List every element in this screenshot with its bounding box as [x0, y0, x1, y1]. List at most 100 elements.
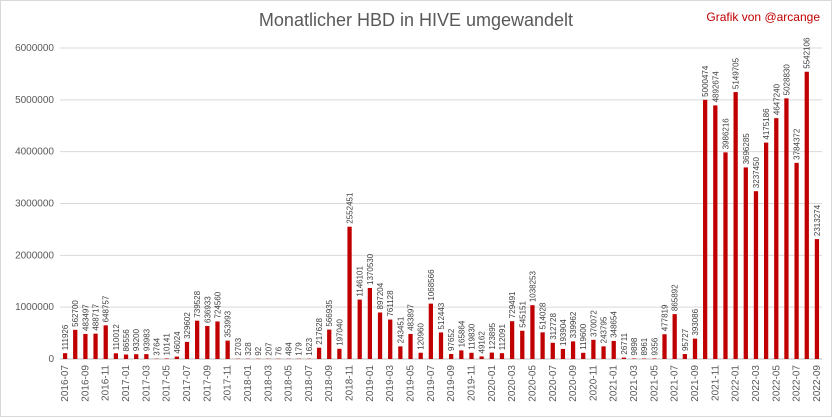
bar: [631, 358, 637, 359]
data-label: 5542106: [803, 37, 812, 69]
bar: [316, 347, 322, 359]
chart-credit: Grafik von @arcange: [706, 10, 820, 24]
bar: [164, 358, 169, 359]
x-tick-label: 2016-07: [60, 365, 71, 402]
bar: [347, 226, 352, 359]
x-tick-label: 2021-01: [609, 365, 620, 402]
bar: [621, 357, 627, 359]
data-label: 1038253: [528, 270, 537, 302]
bar: [327, 329, 332, 359]
data-label: 165864: [457, 320, 466, 347]
data-label: 566935: [325, 299, 334, 326]
bar: [611, 340, 616, 359]
bar: [438, 332, 444, 359]
bar: [489, 352, 494, 359]
x-tick-label: 2021-11: [710, 365, 721, 401]
data-label: 243795: [600, 316, 609, 343]
bar: [123, 354, 129, 359]
data-label: 112091: [498, 324, 507, 351]
bar: [113, 353, 119, 359]
bar: [215, 321, 220, 359]
data-label: 97652: [447, 328, 456, 351]
bar: [763, 142, 769, 359]
bar: [713, 105, 718, 360]
data-label: 348654: [610, 311, 619, 338]
data-label: 197040: [335, 319, 344, 346]
bar: [499, 353, 505, 359]
y-tick-label: 4000000: [15, 147, 54, 158]
bar: [449, 353, 454, 359]
data-label: 5000474: [701, 65, 710, 97]
data-label: 49162: [478, 331, 487, 354]
x-tick-label: 2018-03: [263, 365, 274, 402]
x-tick-label: 2019-09: [446, 365, 457, 402]
data-label: 4892674: [711, 71, 720, 103]
x-tick-label: 2020-01: [487, 365, 498, 402]
data-label: 3784372: [793, 128, 802, 160]
data-label: 488717: [92, 303, 101, 330]
data-label: 353993: [224, 310, 233, 337]
data-label: 648757: [102, 295, 111, 322]
y-tick-label: 1000000: [15, 302, 54, 313]
chart-title: Monatlicher HBD in HIVE umgewandelt: [258, 10, 574, 30]
x-tick-label: 2021-07: [670, 365, 681, 402]
bar: [682, 354, 687, 359]
bar: [703, 99, 708, 359]
x-tick-label: 2020-09: [568, 365, 579, 402]
data-label: 2313274: [813, 204, 822, 236]
data-label: 1370530: [366, 253, 375, 285]
data-label: 46024: [173, 331, 182, 354]
bar: [469, 352, 474, 359]
bar: [581, 352, 586, 359]
data-label: 193904: [559, 319, 568, 346]
bar: [225, 340, 230, 359]
y-tick-label: 5000000: [15, 95, 54, 106]
data-label: 339962: [569, 311, 578, 338]
bar: [134, 354, 139, 359]
bar: [814, 239, 820, 359]
x-tick-label: 2022-03: [751, 365, 762, 402]
bar: [184, 341, 190, 359]
x-tick-label: 2018-11: [345, 365, 356, 401]
data-label: 243451: [396, 316, 405, 343]
data-label: 562700: [71, 300, 80, 327]
x-tick-label: 2018-07: [304, 365, 315, 402]
data-label: 3237450: [752, 156, 761, 188]
data-label: 92: [254, 346, 263, 355]
bar: [337, 348, 342, 359]
bar: [550, 342, 555, 359]
y-tick-label: 2000000: [15, 250, 54, 261]
bar: [103, 325, 108, 359]
bar: [205, 325, 210, 359]
y-tick-label: 6000000: [15, 43, 54, 54]
data-label: 484: [285, 342, 294, 356]
bar: [662, 334, 667, 359]
data-label: 3986216: [721, 118, 730, 150]
data-label: 328: [244, 342, 253, 356]
x-tick-label: 2020-11: [588, 365, 599, 401]
data-label: 95727: [681, 328, 690, 351]
data-label: 93983: [142, 328, 151, 351]
bar: [723, 152, 728, 359]
data-label: 329602: [183, 312, 192, 339]
data-label: 179: [295, 342, 304, 356]
bars: [62, 71, 820, 360]
bar: [144, 354, 149, 359]
y-tick-label: 3000000: [15, 199, 54, 210]
bar: [560, 348, 566, 359]
data-label: 8961: [640, 337, 649, 355]
data-label: 9898: [630, 337, 639, 355]
bar: [774, 118, 779, 359]
y-tick-label: 0: [48, 354, 54, 365]
bar: [794, 162, 799, 359]
bar: [62, 353, 68, 359]
data-label: 120960: [417, 322, 426, 349]
data-label: 4647240: [772, 83, 781, 115]
bar: [570, 341, 576, 359]
data-label: 110012: [112, 324, 121, 351]
bar: [591, 339, 596, 359]
x-tick-label: 2016-11: [101, 365, 112, 401]
bar: [195, 320, 200, 359]
